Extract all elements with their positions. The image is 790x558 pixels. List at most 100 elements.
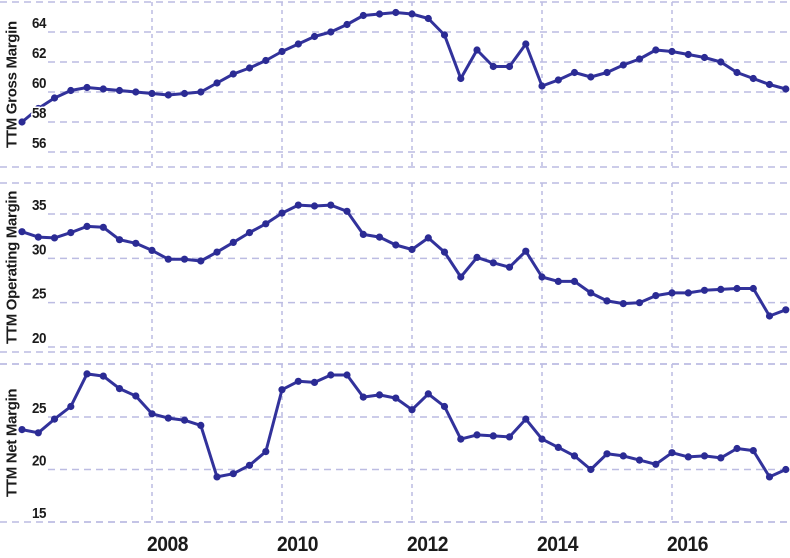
data-point bbox=[278, 386, 286, 394]
data-point bbox=[213, 248, 221, 256]
data-point bbox=[505, 62, 514, 71]
data-point bbox=[489, 432, 497, 440]
data-point bbox=[587, 73, 595, 81]
data-point bbox=[392, 241, 400, 249]
y-axis-title-net-margin: TTM Net Margin bbox=[3, 388, 21, 498]
data-point bbox=[749, 447, 757, 455]
y-tick-label: 58 bbox=[32, 105, 46, 122]
data-point bbox=[408, 10, 416, 18]
data-point bbox=[652, 292, 660, 300]
data-point bbox=[603, 450, 611, 458]
data-point bbox=[99, 85, 107, 93]
data-point bbox=[310, 32, 319, 41]
data-point bbox=[473, 46, 481, 54]
data-point bbox=[538, 435, 546, 443]
data-point bbox=[717, 285, 725, 293]
data-point bbox=[180, 89, 189, 98]
data-point bbox=[50, 234, 59, 242]
data-point bbox=[619, 452, 627, 460]
data-point bbox=[538, 273, 546, 281]
data-point bbox=[603, 297, 611, 305]
data-point bbox=[132, 392, 140, 400]
data-point bbox=[392, 394, 400, 402]
data-point bbox=[245, 461, 254, 469]
data-point bbox=[213, 473, 221, 481]
data-point bbox=[164, 255, 172, 263]
data-point bbox=[294, 40, 302, 48]
data-point bbox=[18, 228, 26, 236]
data-point bbox=[457, 273, 465, 281]
data-point bbox=[50, 94, 59, 102]
data-point bbox=[700, 286, 709, 294]
data-point bbox=[668, 47, 676, 56]
data-point bbox=[522, 247, 530, 255]
data-point bbox=[343, 207, 351, 215]
data-point bbox=[408, 406, 416, 414]
data-point bbox=[652, 46, 660, 54]
y-tick-label: 35 bbox=[32, 197, 46, 214]
data-point bbox=[343, 371, 351, 379]
data-point bbox=[18, 118, 26, 126]
data-point bbox=[278, 47, 286, 56]
data-point bbox=[684, 50, 692, 59]
y-tick-label: 25 bbox=[32, 286, 46, 303]
data-point bbox=[619, 61, 627, 69]
data-point bbox=[18, 426, 26, 434]
data-point bbox=[115, 385, 124, 393]
y-axis-title-gross-margin: TTM Gross Margin bbox=[3, 21, 21, 148]
y-tick-label: 64 bbox=[32, 15, 47, 32]
data-point bbox=[733, 68, 741, 77]
y-tick-label: 15 bbox=[32, 505, 46, 522]
data-point bbox=[132, 239, 140, 247]
x-tick-label: 2010 bbox=[277, 533, 318, 556]
data-point bbox=[424, 14, 432, 23]
data-point bbox=[749, 284, 757, 293]
data-point bbox=[99, 372, 107, 380]
data-point bbox=[262, 56, 270, 65]
data-point bbox=[668, 449, 676, 457]
data-point bbox=[424, 234, 432, 242]
data-point bbox=[765, 80, 774, 89]
y-tick-label: 25 bbox=[32, 400, 46, 417]
data-point bbox=[473, 431, 481, 439]
data-point bbox=[278, 209, 286, 217]
data-point bbox=[115, 86, 124, 95]
data-point bbox=[684, 453, 692, 461]
data-point bbox=[505, 433, 514, 441]
data-point bbox=[148, 410, 156, 418]
data-point bbox=[440, 402, 449, 411]
data-point bbox=[375, 391, 384, 399]
data-point bbox=[262, 448, 270, 456]
data-point bbox=[473, 253, 481, 261]
data-point bbox=[782, 465, 790, 474]
data-point bbox=[782, 306, 790, 314]
data-point bbox=[343, 20, 351, 29]
data-point bbox=[635, 456, 644, 464]
data-point bbox=[34, 233, 42, 241]
data-point bbox=[782, 85, 790, 93]
data-point bbox=[294, 377, 302, 385]
data-point bbox=[635, 299, 644, 307]
data-point bbox=[197, 257, 205, 265]
data-point bbox=[50, 415, 59, 423]
data-point bbox=[538, 82, 546, 90]
data-point bbox=[67, 229, 75, 237]
data-point bbox=[197, 88, 205, 96]
data-point bbox=[457, 74, 465, 83]
data-point bbox=[148, 89, 156, 98]
data-point bbox=[213, 79, 221, 87]
data-point bbox=[310, 202, 319, 210]
data-point bbox=[310, 378, 319, 386]
data-point bbox=[164, 91, 172, 99]
y-axis-title-operating-margin: TTM Operating Margin bbox=[3, 190, 21, 345]
data-point bbox=[132, 88, 140, 96]
data-point bbox=[700, 452, 709, 460]
data-point bbox=[489, 259, 497, 267]
data-point bbox=[635, 55, 644, 63]
data-point bbox=[392, 8, 400, 17]
data-point bbox=[197, 421, 205, 429]
data-point bbox=[700, 53, 709, 62]
data-point bbox=[717, 58, 725, 66]
